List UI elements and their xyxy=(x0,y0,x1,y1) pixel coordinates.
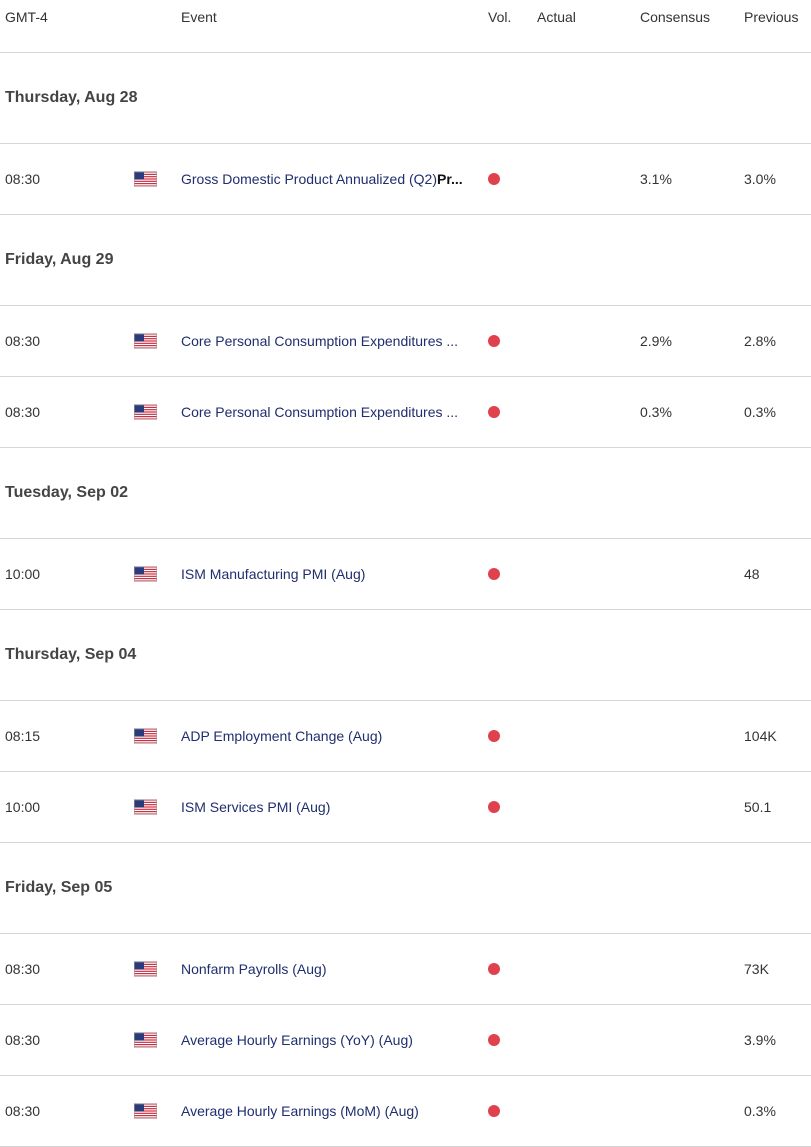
high-volatility-icon xyxy=(488,1034,500,1046)
consensus-value: 3.1% xyxy=(640,171,672,187)
table-row[interactable]: 08:30 Nonfarm Payrolls (Aug) 73K xyxy=(0,934,811,1005)
header-actual: Actual xyxy=(537,9,576,25)
previous-value: 0.3% xyxy=(744,1103,776,1119)
event-name[interactable]: ISM Services PMI (Aug) xyxy=(181,799,330,815)
event-title-suffix: Pr... xyxy=(437,171,463,187)
event-time: 08:30 xyxy=(5,1032,41,1048)
us-flag-icon xyxy=(134,799,157,815)
consensus-value: 0.3% xyxy=(640,404,672,420)
day-header: Thursday, Aug 28 xyxy=(0,53,811,144)
event-time: 10:00 xyxy=(5,566,41,582)
event-time: 08:30 xyxy=(5,171,41,187)
table-row[interactable]: 08:30 Core Personal Consumption Expenditu… xyxy=(0,377,811,448)
high-volatility-icon xyxy=(488,963,500,975)
us-flag-icon xyxy=(134,1103,157,1119)
previous-value: 0.3% xyxy=(744,404,776,420)
event-name[interactable]: Average Hourly Earnings (MoM) (Aug) xyxy=(181,1103,419,1119)
table-row[interactable]: 08:30 Average Hourly Earnings (MoM) (Aug)… xyxy=(0,1076,811,1147)
day-date: Thursday, Sep 04 xyxy=(5,646,137,663)
event-name[interactable]: Average Hourly Earnings (YoY) (Aug) xyxy=(181,1032,413,1048)
previous-value: 3.9% xyxy=(744,1032,776,1048)
day-header: Thursday, Sep 04 xyxy=(0,610,811,701)
table-row[interactable]: 08:30 Average Hourly Earnings (YoY) (Aug)… xyxy=(0,1005,811,1076)
event-name[interactable]: Gross Domestic Product Annualized (Q2)Pr… xyxy=(181,171,463,187)
high-volatility-icon xyxy=(488,730,500,742)
table-row[interactable]: 08:30 Core Personal Consumption Expenditu… xyxy=(0,306,811,377)
calendar-body: Thursday, Aug 28 08:30 Gross Domestic Prod… xyxy=(0,53,811,1147)
event-name[interactable]: ADP Employment Change (Aug) xyxy=(181,728,382,744)
event-title: ISM Services PMI (Aug) xyxy=(181,799,331,815)
previous-value: 104K xyxy=(744,728,777,744)
event-name[interactable]: ISM Manufacturing PMI (Aug) xyxy=(181,566,365,582)
table-header: GMT-4 Event Vol. Actual Consensus Previo… xyxy=(0,0,811,53)
high-volatility-icon xyxy=(488,568,500,580)
header-timezone: GMT-4 xyxy=(5,9,48,25)
day-date: Thursday, Aug 28 xyxy=(5,89,138,106)
day-header: Friday, Aug 29 xyxy=(0,215,811,306)
day-date: Tuesday, Sep 02 xyxy=(5,484,129,501)
event-name[interactable]: Nonfarm Payrolls (Aug) xyxy=(181,961,327,977)
event-title: Average Hourly Earnings (MoM) (Aug) xyxy=(181,1103,419,1119)
table-row[interactable]: 08:15 ADP Employment Change (Aug) 104K xyxy=(0,701,811,772)
header-volatility: Vol. xyxy=(488,9,512,25)
event-time: 08:30 xyxy=(5,1103,41,1119)
previous-value: 50.1 xyxy=(744,799,772,815)
header-event: Event xyxy=(181,9,217,25)
event-title: ADP Employment Change (Aug) xyxy=(181,728,383,744)
day-header: Friday, Sep 05 xyxy=(0,843,811,934)
event-time: 10:00 xyxy=(5,799,41,815)
previous-value: 48 xyxy=(744,566,760,582)
previous-value: 3.0% xyxy=(744,171,776,187)
event-title: ISM Manufacturing PMI (Aug) xyxy=(181,566,366,582)
high-volatility-icon xyxy=(488,335,500,347)
event-title: Nonfarm Payrolls (Aug) xyxy=(181,961,327,977)
high-volatility-icon xyxy=(488,1105,500,1117)
event-time: 08:30 xyxy=(5,961,41,977)
high-volatility-icon xyxy=(488,406,500,418)
previous-value: 73K xyxy=(744,961,769,977)
us-flag-icon xyxy=(134,728,157,744)
header-consensus: Consensus xyxy=(640,9,711,25)
us-flag-icon xyxy=(134,404,157,420)
high-volatility-icon xyxy=(488,173,500,185)
event-name[interactable]: Core Personal Consumption Expenditures .… xyxy=(181,404,458,420)
event-title: Average Hourly Earnings (YoY) (Aug) xyxy=(181,1032,413,1048)
day-header: Tuesday, Sep 02 xyxy=(0,448,811,539)
previous-value: 2.8% xyxy=(744,333,776,349)
event-title: Core Personal Consumption Expenditures .… xyxy=(181,404,459,420)
us-flag-icon xyxy=(134,171,157,187)
event-time: 08:30 xyxy=(5,333,41,349)
us-flag-icon xyxy=(134,1032,157,1048)
us-flag-icon xyxy=(134,566,157,582)
header-previous: Previous xyxy=(744,9,799,25)
high-volatility-icon xyxy=(488,801,500,813)
day-date: Friday, Aug 29 xyxy=(5,251,114,268)
us-flag-icon xyxy=(134,961,157,977)
event-title: Core Personal Consumption Expenditures .… xyxy=(181,333,459,349)
event-name[interactable]: Core Personal Consumption Expenditures .… xyxy=(181,333,458,349)
event-title: Gross Domestic Product Annualized (Q2) xyxy=(181,171,437,187)
us-flag-icon xyxy=(134,333,157,349)
table-row[interactable]: 10:00 ISM Manufacturing PMI (Aug) 48 xyxy=(0,539,811,610)
table-row[interactable]: 10:00 ISM Services PMI (Aug) 50.1 xyxy=(0,772,811,843)
event-time: 08:30 xyxy=(5,404,41,420)
table-row[interactable]: 08:30 Gross Domestic Product Annualized (… xyxy=(0,144,811,215)
consensus-value: 2.9% xyxy=(640,333,672,349)
day-date: Friday, Sep 05 xyxy=(5,879,113,896)
event-time: 08:15 xyxy=(5,728,41,744)
